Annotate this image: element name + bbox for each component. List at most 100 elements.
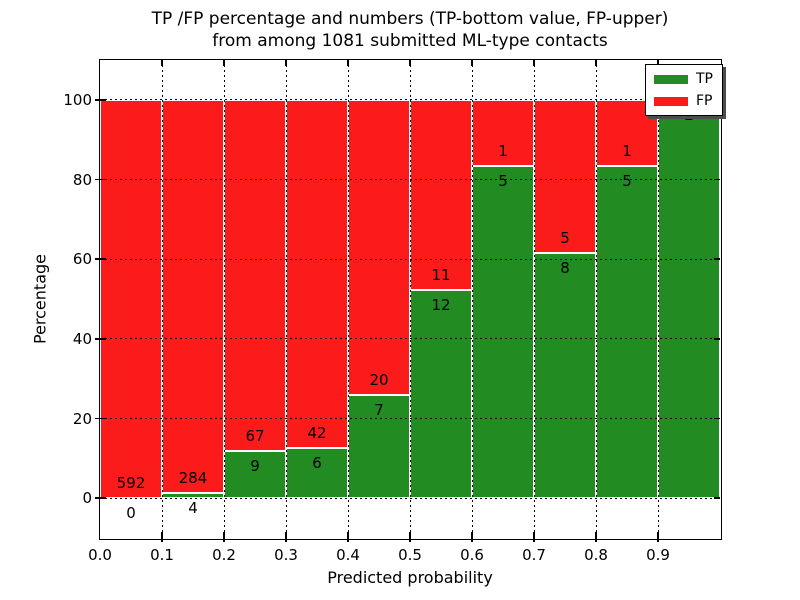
x-tick-bottom	[657, 532, 659, 542]
x-tick-bottom	[471, 532, 473, 542]
v-gridline	[347, 60, 349, 538]
tp-count-label: 7	[374, 400, 384, 419]
bar-tp-segment	[472, 166, 534, 499]
fp-count-label: 1	[498, 142, 508, 161]
tp-count-label: 8	[560, 259, 570, 278]
x-tick-top	[657, 60, 659, 66]
legend-fp-swatch-icon	[654, 96, 688, 106]
y-tick-left	[95, 497, 106, 499]
v-gridline	[657, 60, 659, 538]
y-tick-right	[714, 497, 720, 499]
fp-count-label: 42	[307, 424, 327, 443]
bar-tp-segment	[596, 166, 658, 499]
tp-count-label: 4	[188, 498, 198, 517]
chart-title: TP /FP percentage and numbers (TP-bottom…	[100, 8, 720, 52]
bar-fp-segment	[348, 99, 410, 395]
x-tick-top	[347, 60, 349, 66]
legend-label-fp: FP	[696, 93, 713, 109]
legend-entry-tp: TP	[654, 71, 713, 87]
chart-title-line1: TP /FP percentage and numbers (TP-bottom…	[151, 9, 669, 29]
x-tick-bottom	[409, 532, 411, 542]
tp-count-label: 6	[312, 454, 322, 473]
tp-count-label: 0	[126, 504, 136, 523]
fp-count-label: 1	[622, 142, 632, 161]
x-tick-top	[533, 60, 535, 66]
bar-fp-segment	[472, 99, 534, 167]
chart-title-line2: from among 1081 submitted ML-type contac…	[212, 31, 608, 51]
y-tick-label: 0	[82, 489, 92, 508]
x-tick-label: 0.1	[150, 546, 174, 564]
y-tick-right	[714, 417, 720, 420]
x-tick-label: 0.3	[274, 546, 298, 564]
y-tick-label: 40	[72, 329, 92, 348]
h-gridline	[100, 258, 720, 260]
v-gridline	[223, 60, 225, 538]
y-tick-label: 80	[72, 170, 92, 189]
x-tick-label: 0.8	[584, 546, 608, 564]
tp-count-label: 12	[431, 296, 451, 315]
tp-count-label: 5	[498, 172, 508, 191]
y-tick-label: 20	[72, 409, 92, 428]
v-gridline	[533, 60, 535, 538]
bar-tp-segment	[348, 394, 410, 499]
fp-count-label: 20	[369, 370, 389, 389]
fp-count-label: 11	[431, 266, 451, 285]
v-gridline	[161, 60, 163, 538]
x-tick-label: 0.4	[336, 546, 360, 564]
y-tick-left	[95, 338, 106, 340]
x-tick-top	[285, 60, 287, 66]
bar-fp-segment	[162, 99, 224, 493]
tp-count-label: 5	[622, 172, 632, 191]
x-tick-label: 0.2	[212, 546, 236, 564]
fp-count-label: 592	[116, 474, 146, 493]
x-tick-top	[595, 60, 597, 66]
bar-tp-segment	[534, 253, 596, 499]
x-tick-bottom	[347, 532, 349, 542]
fp-count-label: 284	[178, 468, 208, 487]
h-gridline	[100, 338, 720, 340]
fp-count-label: 5	[560, 229, 570, 248]
y-tick-left	[95, 99, 106, 101]
bar-fp-segment	[286, 99, 348, 449]
x-axis-label: Predicted probability	[327, 568, 493, 587]
x-tick-label: 0.7	[522, 546, 546, 564]
y-tick-label: 60	[72, 250, 92, 269]
x-tick-label: 0.0	[88, 546, 112, 564]
y-tick-left	[95, 258, 106, 260]
h-gridline	[100, 497, 720, 499]
h-gridline	[100, 99, 720, 101]
y-tick-left	[95, 178, 106, 181]
legend-tp-swatch-icon	[654, 74, 688, 84]
legend: TP FP	[645, 64, 723, 116]
y-tick-right	[714, 258, 720, 260]
tp-count-label: 9	[250, 456, 260, 475]
x-tick-top	[161, 60, 163, 66]
bar-fp-segment	[100, 99, 162, 499]
y-tick-right	[714, 338, 720, 340]
x-tick-label: 0.5	[398, 546, 422, 564]
x-tick-bottom	[595, 532, 597, 542]
x-tick-bottom	[533, 532, 535, 542]
x-tick-bottom	[285, 532, 287, 542]
v-gridline	[471, 60, 473, 538]
x-tick-label: 0.6	[460, 546, 484, 564]
x-tick-bottom	[223, 532, 225, 542]
h-gridline	[100, 418, 720, 419]
legend-entry-fp: FP	[654, 93, 713, 109]
bar-tp-segment	[224, 450, 286, 499]
bar-fp-segment	[534, 99, 596, 254]
h-gridline	[100, 179, 720, 180]
legend-label-tp: TP	[696, 71, 713, 87]
x-tick-top	[471, 60, 473, 66]
bar-tp-segment	[658, 99, 720, 499]
v-gridline	[409, 60, 411, 538]
fp-count-label: 67	[245, 426, 265, 445]
x-tick-label: 0.9	[646, 546, 670, 564]
x-tick-top	[223, 60, 225, 66]
bar-tp-segment	[410, 290, 472, 499]
y-axis-label: Percentage	[30, 253, 50, 345]
x-tick-bottom	[161, 532, 163, 542]
y-tick-left	[95, 417, 106, 420]
bar-fp-segment	[224, 99, 286, 451]
